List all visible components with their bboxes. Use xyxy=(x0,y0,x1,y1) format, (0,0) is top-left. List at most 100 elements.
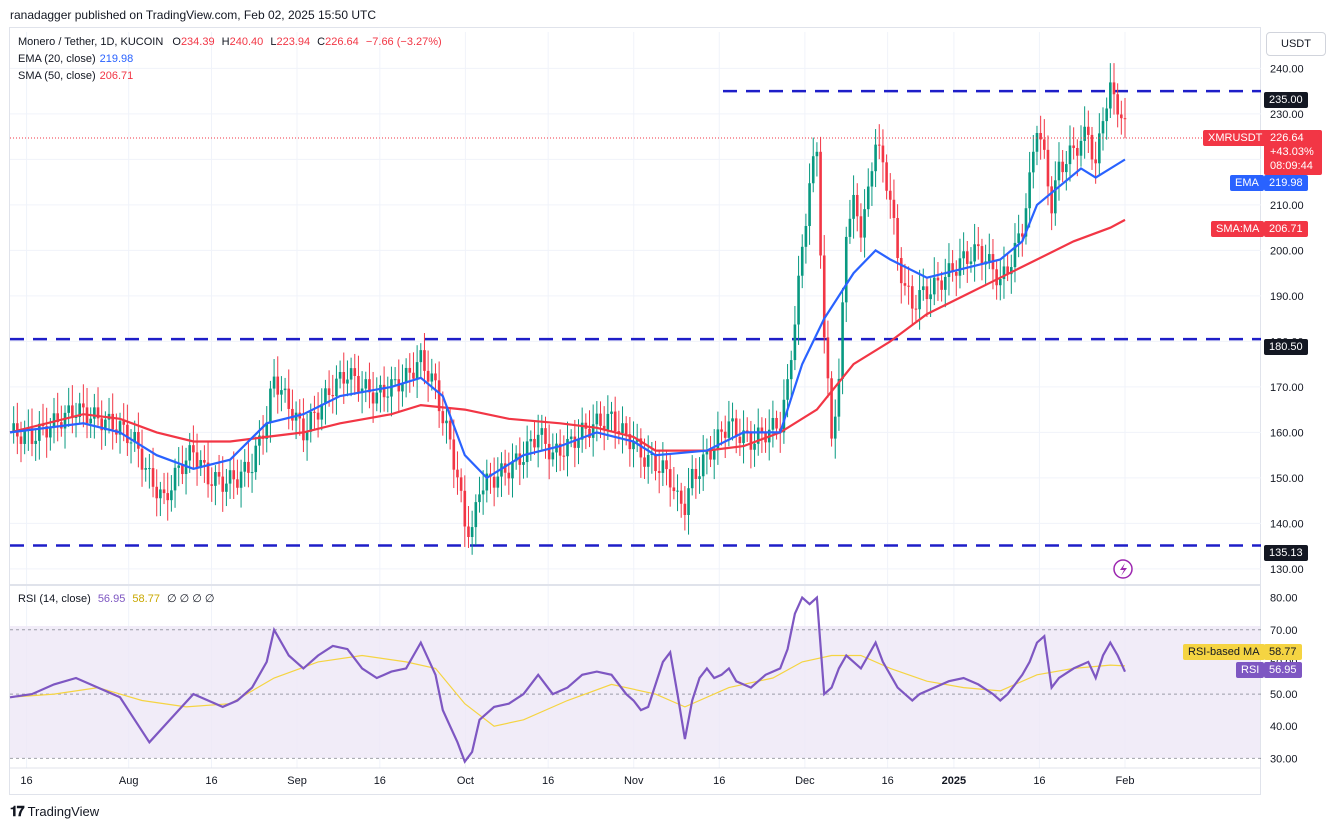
candle-body xyxy=(144,468,148,470)
candle-body xyxy=(419,350,423,363)
candle-body xyxy=(595,413,599,425)
candle-body xyxy=(71,405,74,418)
candle-body xyxy=(335,378,338,397)
candle-body xyxy=(551,452,555,460)
rsi-label-tag: RSI xyxy=(1236,662,1265,678)
candle-body xyxy=(536,434,540,448)
candle-body xyxy=(558,443,562,456)
candle-body xyxy=(210,484,214,486)
candle-body xyxy=(844,236,848,303)
candle-body xyxy=(1017,233,1020,243)
candle-body xyxy=(694,468,698,479)
candle-body xyxy=(672,487,676,492)
candle-body xyxy=(137,431,140,449)
candle-body xyxy=(456,469,459,478)
candle-body xyxy=(723,431,727,438)
time-tick-label: 16 xyxy=(205,775,217,787)
candle-body xyxy=(214,472,217,486)
price-tick-label: 200.00 xyxy=(1270,245,1304,257)
candle-body xyxy=(1032,151,1035,173)
candle-body xyxy=(720,429,723,432)
time-tick-label: Aug xyxy=(119,775,139,787)
candle-body xyxy=(1013,242,1017,268)
candle-body xyxy=(665,460,668,470)
candle-body xyxy=(863,209,866,238)
lightning-icon[interactable] xyxy=(1113,559,1133,579)
candle-body xyxy=(1116,94,1119,115)
candle-body xyxy=(221,476,225,492)
candle-body xyxy=(305,431,309,441)
currency-button[interactable]: USDT xyxy=(1266,32,1326,56)
candle-body xyxy=(155,486,159,499)
candle-body xyxy=(1123,118,1127,120)
candle-body xyxy=(1050,186,1053,214)
candle-body xyxy=(1079,140,1083,156)
candle-body xyxy=(896,218,899,259)
candle-body xyxy=(1021,233,1024,237)
candle-body xyxy=(408,367,412,373)
candle-body xyxy=(712,449,716,460)
tradingview-logo[interactable]: 𝟏𝟕 TradingView xyxy=(10,803,99,820)
candle-body xyxy=(49,427,52,438)
candle-body xyxy=(437,380,441,412)
candle-body xyxy=(606,413,610,430)
candle-body xyxy=(676,490,679,492)
candle-body xyxy=(962,251,965,259)
candle-body xyxy=(661,460,665,473)
candle-body xyxy=(947,263,951,277)
candle-body xyxy=(969,261,973,264)
candle-body xyxy=(525,441,529,463)
candle-body xyxy=(518,453,522,465)
candle-body xyxy=(485,473,489,491)
candle-body xyxy=(452,439,456,470)
candle-body xyxy=(181,465,184,475)
candle-body xyxy=(82,403,85,408)
candle-body xyxy=(848,218,852,237)
candle-body xyxy=(254,445,258,473)
legend-symbol-row: Monero / Tether, 1D, KUCOIN O234.39 H240… xyxy=(18,36,442,48)
candle-body xyxy=(925,286,929,300)
rsi-band xyxy=(10,626,1260,758)
tradingview-icon: 𝟏𝟕 xyxy=(10,803,25,819)
candle-body xyxy=(529,438,533,442)
candlestick-series xyxy=(12,63,1127,555)
ohlc-high: H240.40 xyxy=(221,36,264,48)
rsi-tick-label: 40.00 xyxy=(1270,721,1298,733)
candle-body xyxy=(690,468,694,489)
candle-body xyxy=(1061,161,1064,173)
candle-body xyxy=(415,362,419,379)
candle-body xyxy=(804,226,808,247)
candle-body xyxy=(976,244,980,247)
candle-body xyxy=(324,388,327,405)
legend-sma-row: SMA (50, close) 206.71 xyxy=(18,70,134,82)
ohlc-open: O234.39 xyxy=(172,36,215,48)
candle-body xyxy=(657,471,661,473)
candle-body xyxy=(445,420,448,424)
candle-body xyxy=(34,440,37,444)
candle-body xyxy=(874,144,877,172)
candle-body xyxy=(195,452,199,467)
candle-body xyxy=(610,411,613,414)
candle-body xyxy=(808,183,811,227)
rsi-tick-label: 50.00 xyxy=(1270,689,1298,701)
candle-body xyxy=(613,411,617,432)
candle-body xyxy=(830,378,833,439)
candle-body xyxy=(463,490,467,527)
candle-body xyxy=(162,489,166,494)
time-tick-label: 16 xyxy=(1033,775,1045,787)
candle-body xyxy=(353,368,357,376)
candle-body xyxy=(954,271,958,276)
time-tick-label: Feb xyxy=(1116,775,1135,787)
candle-body xyxy=(965,251,969,264)
candle-body xyxy=(1083,126,1086,141)
ema-price-tag: 219.98 xyxy=(1264,175,1308,191)
candle-body xyxy=(1094,159,1097,164)
candle-body xyxy=(599,413,602,426)
candle-body xyxy=(1024,208,1028,237)
candle-body xyxy=(1098,133,1101,164)
candle-body xyxy=(1009,267,1013,275)
candle-body xyxy=(654,453,657,472)
candle-body xyxy=(1112,82,1116,95)
